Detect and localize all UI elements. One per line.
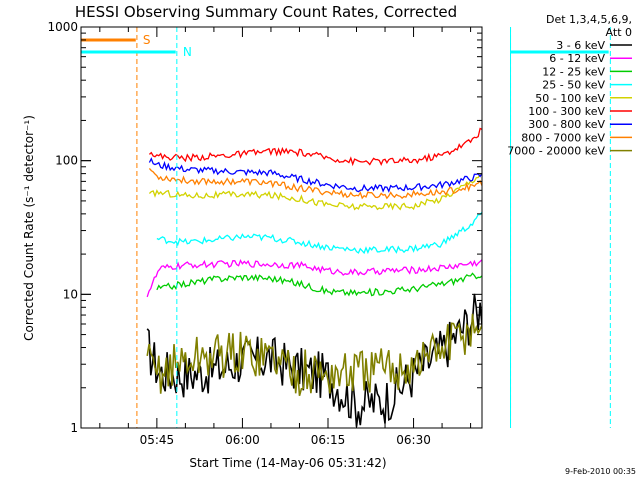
- x-tick-label: 06:30: [396, 433, 431, 447]
- series-line-4: [148, 172, 482, 211]
- series-line-8: [146, 313, 482, 397]
- series-line-0: [146, 293, 482, 427]
- legend-header-line1: Det 1,3,4,5,6,9,: [546, 13, 632, 26]
- series-line-3: [156, 211, 482, 255]
- legend-label-1: 6 - 12 keV: [549, 52, 605, 65]
- legend-header-line2: Att 0: [606, 26, 632, 39]
- series-line-2: [156, 272, 482, 297]
- y-tick-label: 100: [55, 154, 78, 168]
- y-axis-label: Corrected Count Rate (s⁻¹ detector⁻¹): [22, 115, 36, 341]
- y-tick-label: 10: [63, 287, 78, 301]
- legend-label-3: 25 - 50 keV: [542, 79, 605, 92]
- x-tick-label: 06:00: [225, 433, 260, 447]
- chart-title: HESSI Observing Summary Count Rates, Cor…: [75, 3, 457, 21]
- x-tick-label: 05:45: [140, 433, 175, 447]
- annotation-layer: SN: [81, 27, 611, 428]
- footer-timestamp: 9-Feb-2010 00:35: [565, 467, 636, 476]
- y-tick-label: 1: [70, 421, 78, 435]
- annotation-label-1: N: [183, 45, 192, 59]
- legend-label-6: 300 - 800 keV: [528, 118, 605, 131]
- plot-frame: [80, 26, 483, 429]
- x-axis-label: Start Time (14-May-06 05:31:42): [189, 456, 386, 470]
- series-line-5: [148, 127, 482, 167]
- series-line-6: [148, 157, 482, 193]
- annotation-label-0: S: [143, 33, 151, 47]
- legend-label-2: 12 - 25 keV: [542, 65, 605, 78]
- y-axis: 1 10 100 1000: [47, 20, 482, 435]
- legend-label-8: 7000 - 20000 keV: [507, 145, 605, 158]
- legend-label-0: 3 - 6 keV: [556, 39, 605, 52]
- x-axis: 05:45 06:00 06:15 06:30: [99, 27, 472, 447]
- series-line-7: [148, 167, 482, 200]
- series-line-1: [146, 258, 482, 298]
- legend-label-5: 100 - 300 keV: [528, 105, 605, 118]
- y-tick-label: 1000: [47, 20, 78, 34]
- legend-label-4: 50 - 100 keV: [535, 92, 605, 105]
- x-tick-label: 06:15: [311, 433, 346, 447]
- series-layer: [146, 127, 482, 427]
- legend-label-7: 800 - 7000 keV: [521, 131, 605, 144]
